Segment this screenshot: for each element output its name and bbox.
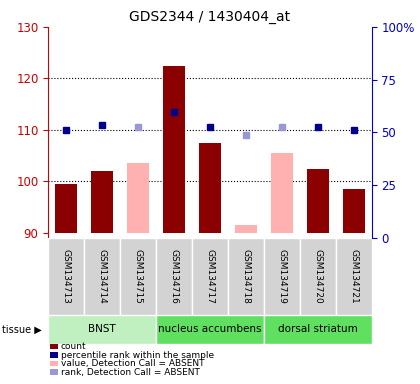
Text: GSM134715: GSM134715 bbox=[134, 249, 143, 304]
Text: GSM134717: GSM134717 bbox=[205, 249, 215, 304]
Bar bbox=[163, 66, 185, 233]
Text: tissue ▶: tissue ▶ bbox=[2, 324, 42, 334]
Bar bbox=[228, 238, 264, 315]
Bar bbox=[156, 238, 192, 315]
Text: GSM134719: GSM134719 bbox=[277, 249, 286, 304]
Text: nucleus accumbens: nucleus accumbens bbox=[158, 324, 262, 334]
Bar bbox=[271, 153, 293, 233]
Text: GSM134714: GSM134714 bbox=[98, 249, 107, 304]
Bar bbox=[300, 238, 336, 315]
Bar bbox=[336, 238, 372, 315]
Bar bbox=[48, 238, 84, 315]
Bar bbox=[264, 315, 372, 344]
Bar bbox=[55, 184, 77, 233]
Bar bbox=[343, 189, 365, 233]
Bar bbox=[235, 225, 257, 233]
Text: GSM134721: GSM134721 bbox=[349, 249, 358, 304]
Bar bbox=[92, 171, 113, 233]
Text: rank, Detection Call = ABSENT: rank, Detection Call = ABSENT bbox=[61, 367, 200, 377]
Text: GSM134713: GSM134713 bbox=[62, 249, 71, 304]
Bar bbox=[48, 315, 156, 344]
Title: GDS2344 / 1430404_at: GDS2344 / 1430404_at bbox=[129, 10, 291, 25]
Text: GSM134720: GSM134720 bbox=[313, 249, 322, 304]
Text: value, Detection Call = ABSENT: value, Detection Call = ABSENT bbox=[61, 359, 205, 368]
Text: BNST: BNST bbox=[88, 324, 116, 334]
Bar bbox=[127, 163, 149, 233]
Bar bbox=[192, 238, 228, 315]
Text: dorsal striatum: dorsal striatum bbox=[278, 324, 358, 334]
Bar bbox=[199, 143, 221, 233]
Bar bbox=[307, 169, 328, 233]
Bar bbox=[84, 238, 120, 315]
Bar bbox=[120, 238, 156, 315]
Bar bbox=[156, 315, 264, 344]
Text: count: count bbox=[61, 342, 87, 351]
Text: GSM134718: GSM134718 bbox=[241, 249, 250, 304]
Text: percentile rank within the sample: percentile rank within the sample bbox=[61, 351, 214, 360]
Bar bbox=[264, 238, 300, 315]
Text: GSM134716: GSM134716 bbox=[170, 249, 178, 304]
